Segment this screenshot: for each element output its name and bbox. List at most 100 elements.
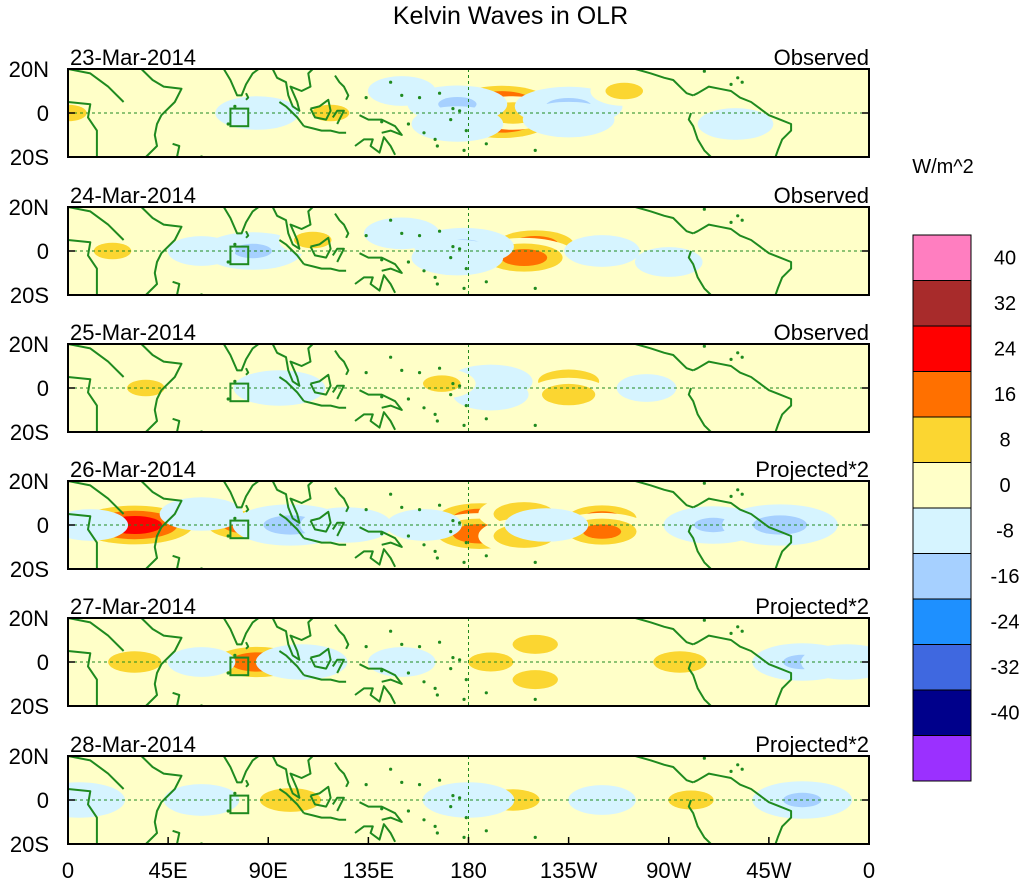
island [380,669,384,673]
island [451,656,455,660]
island [433,549,437,554]
island [417,783,422,787]
island [435,282,439,286]
anomaly-contour [382,653,421,671]
island [406,534,411,538]
island [400,642,404,647]
coastline [303,263,347,272]
island [458,247,462,251]
coastline [303,674,347,683]
coastline [334,75,350,101]
coastline [271,481,314,524]
island [464,129,468,133]
coastline [172,829,181,844]
x-axis: 0 45E 90E 135E 180 135W 90W 45W 0 [62,837,875,883]
y-tick-label: 20N [9,606,49,631]
y-tick-label: 20S [10,694,49,719]
panel-label: Projected*2 [755,732,869,757]
anomaly-contour [683,385,744,413]
island [451,519,455,523]
coastlines [68,618,793,706]
coastline [303,812,347,821]
anomaly-contour [423,375,461,392]
coastline [692,497,793,569]
island [433,824,437,829]
coastline [692,772,793,844]
coastline [68,618,125,652]
coastline [354,823,396,843]
coastline [687,112,712,157]
y-tick-label: 0 [37,376,49,401]
coastline [222,481,261,509]
coastline [278,376,305,402]
panel-26-mar-2014: 20N 0 20S 26-Mar-2014 Projected*2 [9,457,870,582]
coastline [687,250,712,295]
island [702,481,706,485]
island [233,791,237,796]
coastline [692,223,793,295]
chart-title: Kelvin Waves in OLR [392,2,629,30]
island [484,142,488,146]
coastline [635,344,694,372]
coastline [309,647,332,670]
anomaly-contour [605,82,644,100]
island [462,560,466,565]
coastline [271,618,314,661]
coastline [222,344,261,372]
island [422,269,426,273]
island [435,693,439,697]
coastline [334,350,350,376]
coastline [359,252,403,274]
island [451,245,455,249]
island [702,344,706,348]
colorbar-swatch [912,735,972,782]
coastline [635,69,694,97]
panel-label: Observed [774,183,869,208]
anomaly-field [68,76,774,144]
coastline [309,236,332,259]
colorbar-unit: W/m^2 [912,156,974,178]
island [484,280,488,284]
coastline [222,207,261,235]
island [462,697,466,702]
x-tick-label: 135E [343,858,394,883]
coastline [245,779,250,788]
colorbar-swatch [912,371,972,418]
island [406,809,411,813]
x-tick-label: 135W [540,858,598,883]
island [226,260,230,264]
island [233,242,237,246]
anomaly-contour [293,231,332,249]
coastline [359,526,403,548]
island [458,521,462,525]
x-tick-label: 45E [149,858,188,883]
island [736,351,740,355]
coastline [245,367,250,376]
coastline [278,239,305,265]
island [462,148,466,152]
island [364,234,368,238]
colorbar-tick-label: 0 [999,475,1010,497]
region-box [229,382,250,403]
anomaly-contour [501,249,548,267]
anomaly-contour [468,385,514,405]
island [484,691,488,695]
colorbar-tick-label: -32 [991,657,1020,679]
island [400,780,404,785]
coastline [172,142,181,157]
island [449,667,453,671]
island [449,530,453,534]
island [417,645,422,649]
region-box [229,107,250,128]
panel-date: 26-Mar-2014 [70,457,196,482]
island [462,286,466,290]
island [458,658,462,662]
island [400,505,404,509]
colorbar-tick-label: 40 [994,248,1016,270]
coastline [692,634,793,706]
island [226,671,230,675]
island [389,355,393,359]
panel-23-mar-2014: 20N 0 20S 23-Mar-2014 Observed [9,45,870,170]
anomaly-contour [68,104,87,122]
colorbar-tick-label: 24 [994,339,1016,361]
